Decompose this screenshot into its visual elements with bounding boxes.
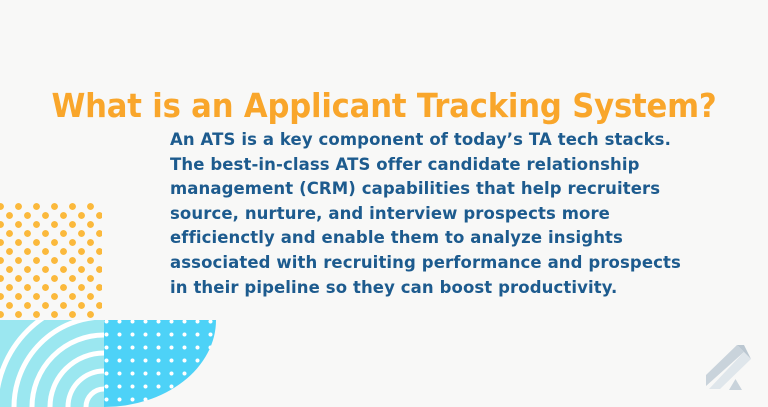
cyan-arc-panel <box>0 320 104 407</box>
pencil-icon <box>704 343 756 391</box>
quarter-circle-clip <box>104 320 216 407</box>
page-title: What is an Applicant Tracking System? <box>51 86 717 126</box>
orange-dot-pattern <box>0 202 102 322</box>
body-line: in their pipeline so they can boost prod… <box>170 277 618 297</box>
body-line: associated with recruiting performance a… <box>170 252 681 272</box>
body-line: source, nurture, and interview prospects… <box>170 203 610 223</box>
body-line: management (CRM) capabilities that help … <box>170 179 661 199</box>
body-line: The best-in-class ATS offer candidate re… <box>170 154 640 174</box>
quarter-circle-shape <box>104 320 216 407</box>
body-line: efficienctly and enable them to analyze … <box>170 228 623 248</box>
cyan-dotted-quarter-circle <box>104 320 216 407</box>
body-line: An ATS is a key component of today’s TA … <box>170 130 671 149</box>
body-paragraph: An ATS is a key component of today’s TA … <box>170 128 718 300</box>
